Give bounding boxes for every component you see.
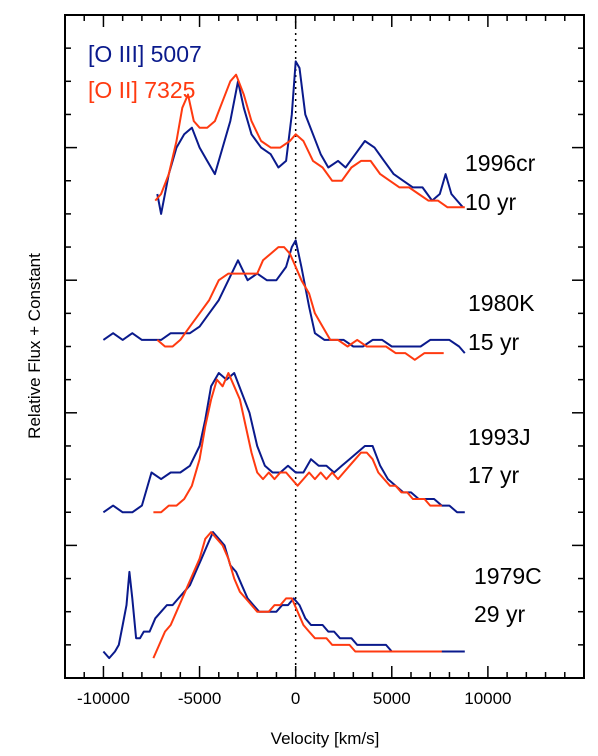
annotation-1993j-age: 17 yr (468, 462, 519, 488)
x-axis-title: Velocity [km/s] (271, 729, 380, 748)
series-1993j-oii (153, 372, 442, 514)
y-axis-title: Relative Flux + Constant (25, 253, 44, 439)
annotation-1993j-name: 1993J (468, 424, 531, 450)
x-tick-label: 10000 (464, 689, 511, 708)
annotation-1996cr-age: 10 yr (465, 189, 516, 215)
x-tick-label: 5000 (373, 689, 411, 708)
series-1980k-oii (156, 246, 444, 361)
series-1996cr-oii (154, 73, 465, 209)
annotation-1979c-age: 29 yr (474, 601, 525, 627)
series-1979c-oiii (102, 531, 465, 660)
annotation-1980k-age: 15 yr (468, 329, 519, 355)
series-1996cr-oiii (156, 60, 464, 215)
legend-oii: [O II] 7325 (88, 77, 195, 103)
annotation-1996cr-name: 1996cr (465, 150, 536, 176)
x-tick-label: -10000 (77, 689, 130, 708)
x-tick-label: 0 (291, 689, 300, 708)
series-1979c-oii (152, 531, 442, 659)
axis-ticks (64, 14, 585, 679)
series-1993j-oiii (102, 372, 465, 514)
x-tick-label: -5000 (178, 689, 221, 708)
annotation-1979c-name: 1979C (474, 563, 542, 589)
legend-oiii: [O III] 5007 (88, 41, 202, 67)
annotation-1980k-name: 1980K (468, 290, 535, 316)
series-1980k-oiii (102, 239, 466, 354)
series-layer (102, 60, 466, 660)
x-tick-labels: -10000 -5000 0 5000 10000 (77, 689, 512, 708)
